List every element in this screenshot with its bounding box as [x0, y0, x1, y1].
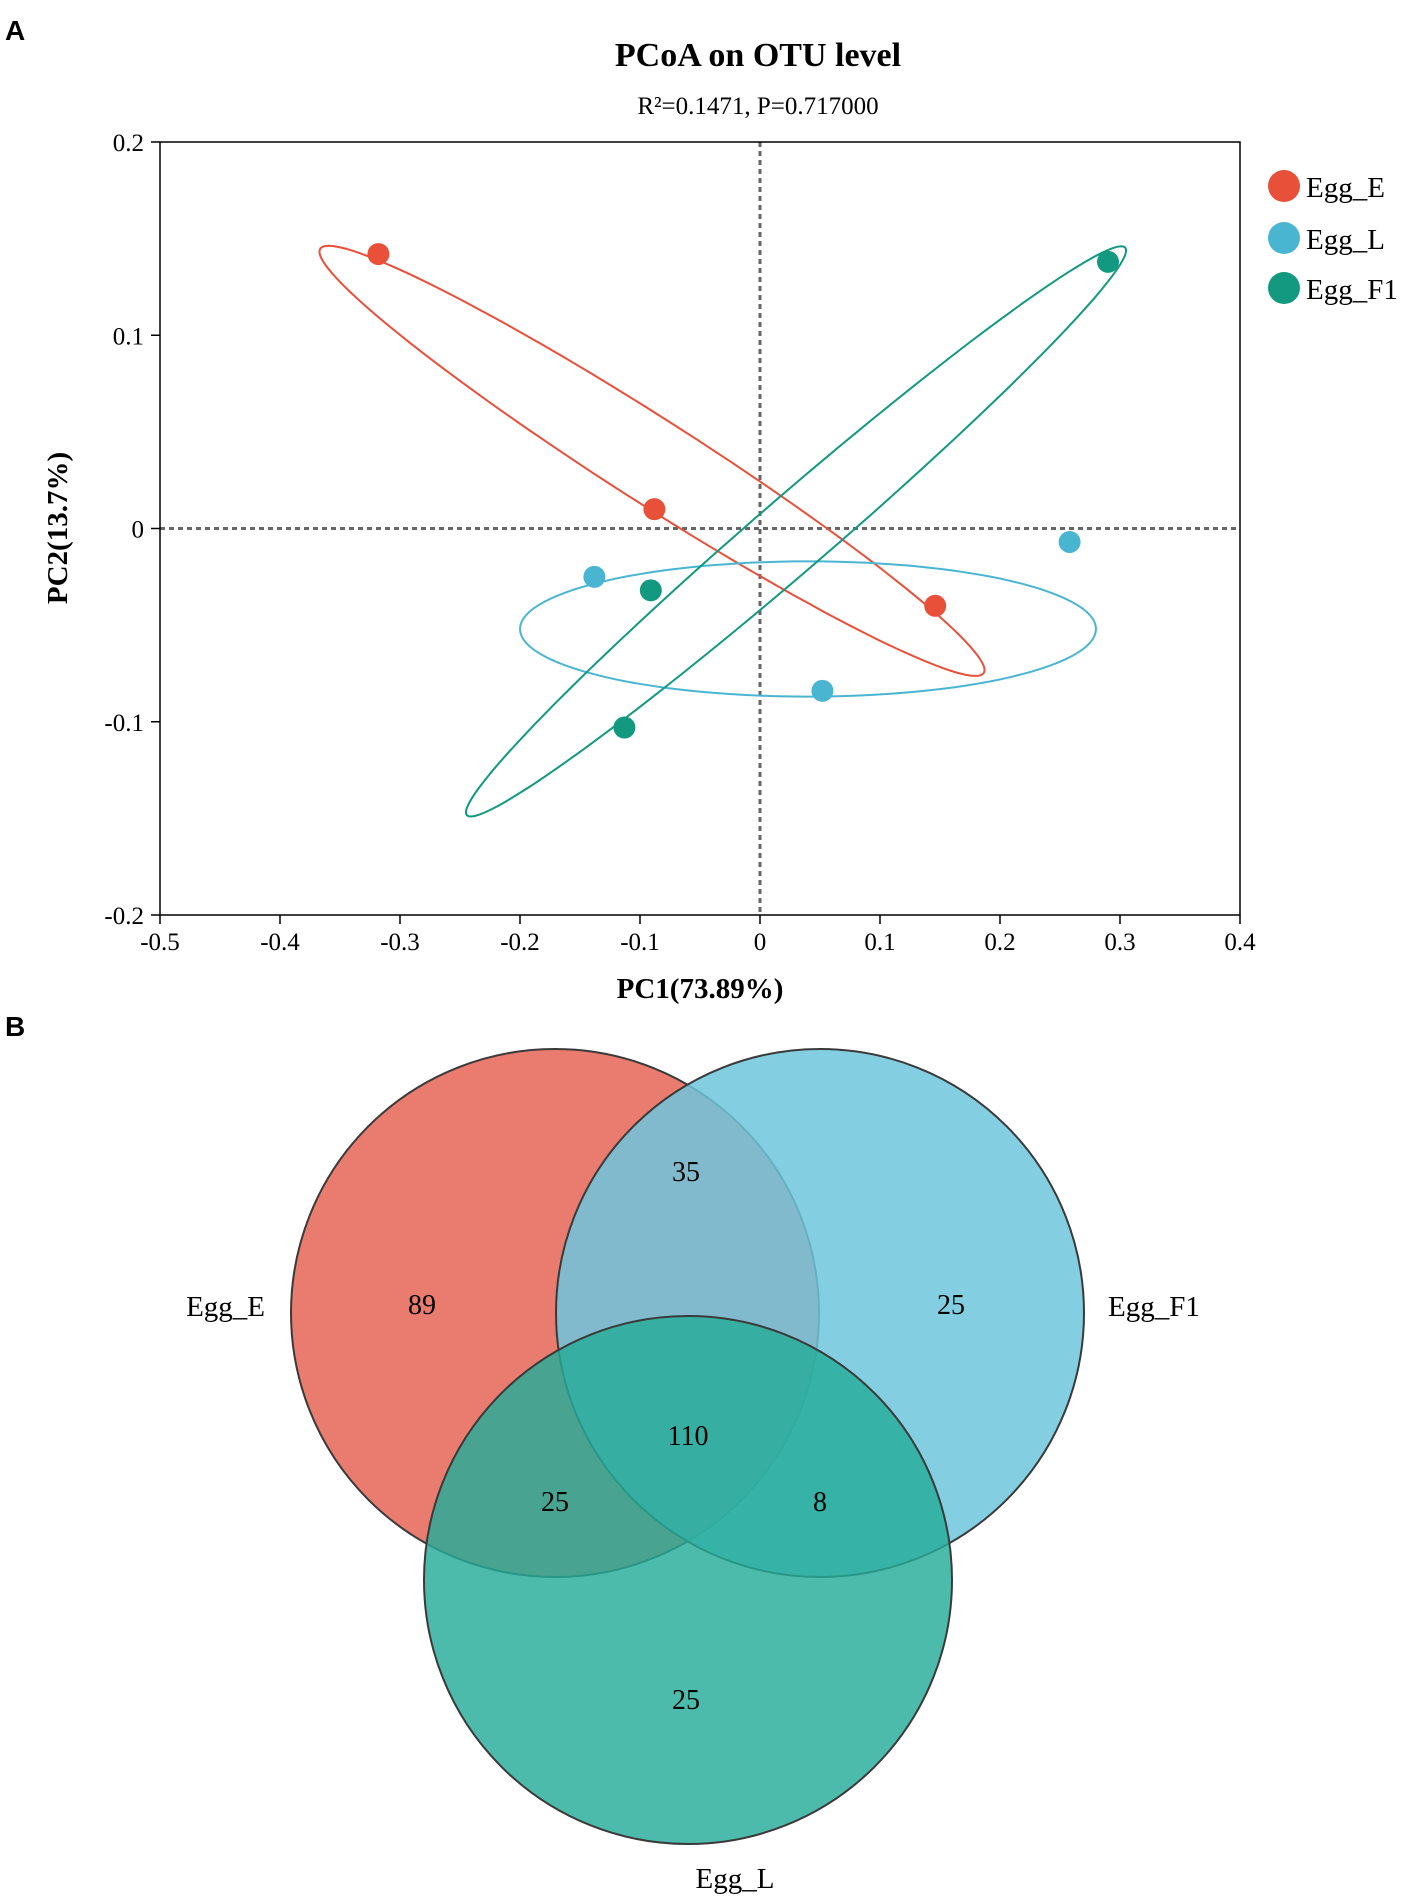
legend-label-egg-f1: Egg_F1	[1306, 274, 1398, 306]
x-tick-label: -0.3	[380, 929, 420, 956]
point-egg-f1	[1097, 250, 1119, 273]
legend-label-egg-e: Egg_E	[1306, 172, 1385, 204]
ellipse-egg-l	[518, 560, 1098, 698]
point-egg-l	[1058, 531, 1081, 554]
venn-count-egg-e-only: 89	[408, 1290, 436, 1321]
chart-title: PCoA on OTU level	[615, 37, 901, 74]
x-tick-label: -0.4	[260, 929, 300, 956]
x-tick-label: 0.4	[1224, 929, 1256, 956]
y-axis-label: PC2(13.7%)	[42, 452, 74, 604]
y-tick-label: 0.2	[113, 130, 144, 157]
venn-count-egg-f1-only: 25	[937, 1290, 965, 1321]
point-egg-f1	[613, 716, 636, 739]
pcoa-plot: -0.5 -0.4 -0.3 -0.2 -0.1 0 0.1 0.2 0.3 0.4 -0.2 -0.…	[104, 130, 1256, 956]
legend-label-egg-l: Egg_L	[1306, 224, 1385, 256]
legend-marker-egg-f1	[1268, 272, 1300, 304]
point-egg-f1	[639, 579, 662, 602]
panel-letter-b: B	[5, 1011, 25, 1042]
x-tick-label: -0.1	[620, 929, 660, 956]
panel-letter-a: A	[5, 15, 25, 46]
venn-count-all-three: 110	[668, 1421, 709, 1452]
venn-count-egg-e-f1: 35	[672, 1157, 700, 1188]
ellipse-egg-e	[318, 244, 986, 677]
chart-subtitle: R²=0.1471, P=0.717000	[637, 93, 878, 120]
y-tick-label: -0.2	[104, 903, 144, 930]
point-egg-l	[583, 565, 606, 588]
ellipse-egg-f1	[465, 245, 1127, 818]
plot-frame	[159, 141, 1241, 916]
y-tick-label: 0.1	[113, 323, 144, 350]
legend: Egg_E Egg_L Egg_F1	[1268, 170, 1398, 306]
point-egg-e	[924, 594, 947, 617]
venn-set-label-egg-f1: Egg_F1	[1108, 1291, 1200, 1323]
point-egg-e	[643, 498, 666, 521]
x-tick-label: 0	[754, 929, 767, 956]
x-axis-label: PC1(73.89%)	[617, 973, 784, 1005]
point-egg-l	[811, 679, 834, 702]
venn-set-label-egg-l: Egg_L	[696, 1863, 775, 1895]
point-egg-e	[367, 243, 390, 266]
legend-marker-egg-e	[1268, 170, 1300, 202]
y-tick-label: 0	[132, 517, 145, 544]
x-tick-label: 0.2	[984, 929, 1015, 956]
x-tick-label: 0.1	[864, 929, 895, 956]
y-tick-label: -0.1	[104, 710, 144, 737]
venn-circle-egg-l	[423, 1315, 953, 1845]
x-tick-label: -0.2	[500, 929, 540, 956]
venn-diagram: 89 25 25 35 25 8 110 Egg_E Egg_F1 Egg_L	[186, 1048, 1200, 1895]
venn-set-label-egg-e: Egg_E	[186, 1291, 265, 1323]
x-tick-label: 0.3	[1104, 929, 1135, 956]
venn-count-egg-e-l: 25	[541, 1487, 569, 1518]
x-tick-label: -0.5	[140, 929, 180, 956]
venn-count-egg-f1-l: 8	[813, 1487, 827, 1518]
legend-marker-egg-l	[1268, 222, 1300, 254]
venn-count-egg-l-only: 25	[672, 1685, 700, 1716]
plot-area	[318, 243, 1127, 818]
